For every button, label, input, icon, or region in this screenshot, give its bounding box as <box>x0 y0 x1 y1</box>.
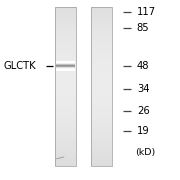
Text: GLCTK: GLCTK <box>4 61 36 71</box>
Text: (kD): (kD) <box>135 148 155 157</box>
Text: 19: 19 <box>137 125 150 136</box>
Text: 48: 48 <box>137 61 149 71</box>
Text: 26: 26 <box>137 106 150 116</box>
Text: 85: 85 <box>137 23 149 33</box>
Bar <box>55 7 76 166</box>
Text: 117: 117 <box>137 7 156 17</box>
Text: 34: 34 <box>137 84 149 94</box>
Bar <box>91 7 112 166</box>
